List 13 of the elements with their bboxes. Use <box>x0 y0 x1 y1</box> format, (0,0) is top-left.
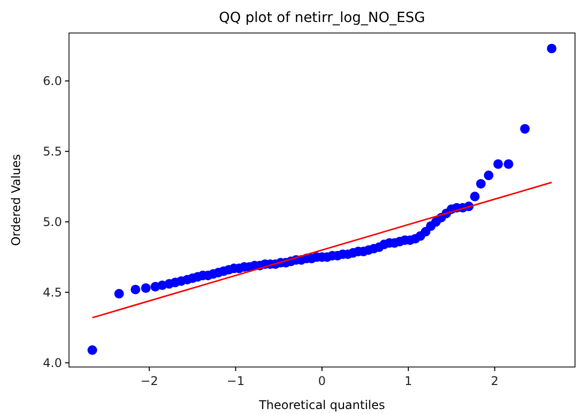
x-axis-title: Theoretical quantiles <box>258 398 386 412</box>
y-tick-label: 4.0 <box>42 356 62 370</box>
y-tick-label: 5.0 <box>42 214 62 229</box>
y-tick-label: 5.5 <box>42 144 62 158</box>
chart-title: QQ plot of netirr_log_NO_ESG <box>218 10 426 26</box>
y-axis-title: Ordered Values <box>9 154 23 246</box>
x-tick-label: 1 <box>404 374 412 388</box>
y-tick-label: 4.5 <box>42 285 62 300</box>
x-tick-label: −1 <box>226 374 245 388</box>
x-tick-label: 0 <box>318 374 326 388</box>
x-tick-label: −2 <box>140 374 158 388</box>
x-tick-label: 2 <box>490 374 499 388</box>
y-tick-label: 6.0 <box>42 74 62 88</box>
